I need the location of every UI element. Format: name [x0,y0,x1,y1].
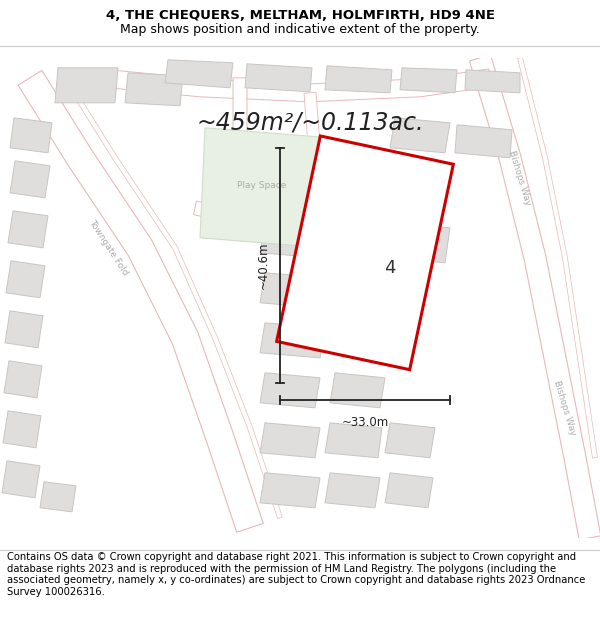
Polygon shape [245,64,312,92]
Polygon shape [4,361,42,398]
Polygon shape [260,372,320,408]
Polygon shape [390,222,450,262]
Polygon shape [325,472,380,508]
Text: ~459m²/~0.113ac.: ~459m²/~0.113ac. [196,111,424,135]
Polygon shape [2,461,40,498]
Polygon shape [193,201,431,230]
Polygon shape [455,125,512,158]
Text: Bishops Way: Bishops Way [508,149,533,206]
Polygon shape [277,136,454,369]
Polygon shape [10,161,50,198]
Polygon shape [325,422,382,457]
Polygon shape [260,222,325,258]
Polygon shape [233,78,257,219]
Polygon shape [125,72,183,106]
Polygon shape [10,118,52,152]
Polygon shape [385,422,435,457]
Text: Contains OS data © Crown copyright and database right 2021. This information is : Contains OS data © Crown copyright and d… [7,552,586,597]
Polygon shape [330,225,390,260]
Polygon shape [400,68,457,92]
Polygon shape [3,411,41,447]
Text: 4: 4 [384,259,396,277]
Polygon shape [99,69,491,102]
Polygon shape [518,58,598,458]
Polygon shape [330,322,385,357]
Polygon shape [260,422,320,457]
Text: Towngate Fold: Towngate Fold [86,218,130,278]
Polygon shape [55,68,118,102]
Polygon shape [469,54,600,540]
Text: ~40.6m: ~40.6m [257,241,270,289]
Polygon shape [260,472,320,508]
Polygon shape [380,173,445,213]
Polygon shape [6,261,45,298]
Polygon shape [304,92,326,218]
Polygon shape [330,272,390,308]
Polygon shape [390,118,450,152]
Text: Map shows position and indicative extent of the property.: Map shows position and indicative extent… [120,22,480,36]
Polygon shape [8,211,48,248]
Polygon shape [63,76,283,519]
Polygon shape [330,372,385,408]
Text: ~33.0m: ~33.0m [341,416,389,429]
Polygon shape [260,322,325,357]
Polygon shape [165,60,233,88]
Text: Play Space: Play Space [238,181,287,190]
Text: 4, THE CHEQUERS, MELTHAM, HOLMFIRTH, HD9 4NE: 4, THE CHEQUERS, MELTHAM, HOLMFIRTH, HD9… [106,9,494,22]
Polygon shape [465,70,520,92]
Polygon shape [18,71,263,532]
Polygon shape [260,272,325,308]
Polygon shape [325,66,392,92]
Polygon shape [385,472,433,508]
Text: Bishops Way: Bishops Way [553,379,578,436]
Polygon shape [200,128,330,248]
Polygon shape [5,311,43,348]
Polygon shape [40,482,76,512]
